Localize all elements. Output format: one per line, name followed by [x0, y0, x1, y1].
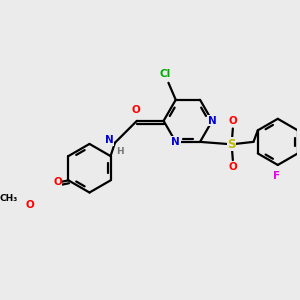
- Text: N: N: [171, 137, 180, 147]
- Text: Cl: Cl: [159, 69, 170, 79]
- Text: O: O: [229, 162, 237, 172]
- Text: O: O: [53, 177, 62, 188]
- Text: O: O: [131, 105, 140, 115]
- Text: F: F: [273, 171, 280, 181]
- Text: H: H: [116, 147, 124, 156]
- Text: N: N: [208, 116, 217, 126]
- Text: O: O: [229, 116, 237, 126]
- Text: CH₃: CH₃: [0, 194, 18, 203]
- Text: N: N: [104, 135, 113, 145]
- Text: O: O: [25, 200, 34, 210]
- Text: S: S: [227, 138, 236, 151]
